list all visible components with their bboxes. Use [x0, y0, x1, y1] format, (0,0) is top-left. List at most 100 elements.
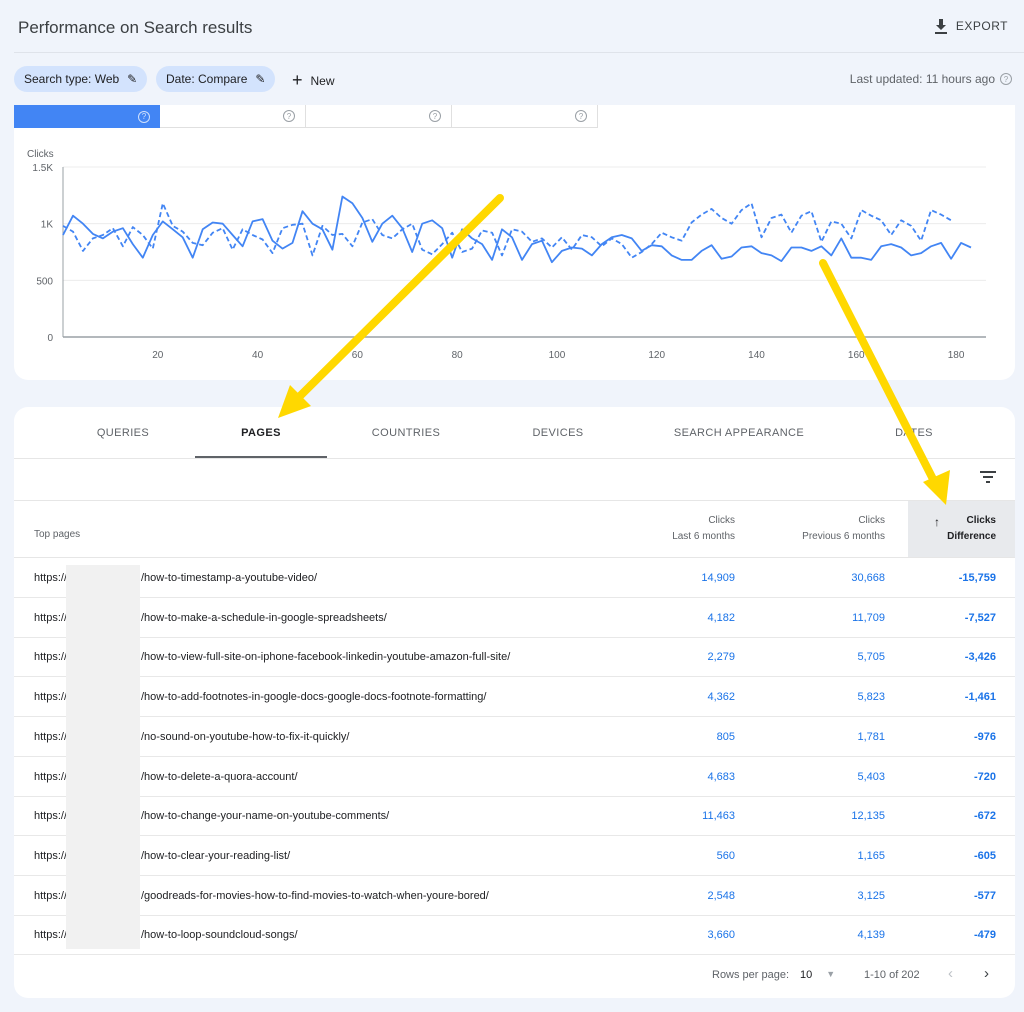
metric-tab-ctr[interactable]: ?	[306, 105, 452, 128]
table-row[interactable]: https:// /how-to-delete-a-quora-account/…	[14, 757, 1015, 797]
clicks-previous: 5,403	[857, 770, 885, 783]
x-tick-label: 80	[452, 350, 464, 361]
clicks-difference: -720	[973, 770, 996, 783]
page-title: Performance on Search results	[18, 18, 253, 37]
new-filter-button[interactable]: + New	[292, 70, 335, 91]
header-line: Last 6 months	[672, 531, 735, 542]
y-tick-label: 0	[47, 333, 53, 344]
x-tick-label: 20	[152, 350, 164, 361]
header-line: Difference	[947, 531, 996, 542]
series-line-dashed	[62, 202, 952, 259]
y-tick-label: 1.5K	[32, 163, 53, 174]
help-icon[interactable]: ?	[575, 110, 587, 122]
header-clicks-previous[interactable]: Clicks Previous 6 months	[764, 513, 885, 545]
clicks-last: 3,660	[707, 929, 735, 942]
clicks-previous: 4,139	[857, 929, 885, 942]
new-label: New	[310, 73, 335, 88]
clicks-difference: -3,426	[964, 651, 996, 664]
search-type-chip[interactable]: Search type: Web ✎	[14, 66, 148, 92]
clicks-difference: -479	[973, 929, 996, 942]
tab-dates[interactable]: DATES	[895, 426, 933, 439]
export-button[interactable]: EXPORT	[934, 18, 1008, 34]
header-top-pages[interactable]: Top pages	[34, 529, 81, 540]
tab-pages[interactable]: PAGES	[241, 426, 281, 439]
page-path[interactable]: /how-to-loop-soundcloud-songs/	[141, 929, 298, 942]
header-line: Clicks	[708, 515, 735, 526]
divider	[14, 557, 1015, 558]
clicks-last: 2,279	[707, 651, 735, 664]
rows-per-page-select[interactable]: 10 ▼	[800, 969, 835, 981]
page-path[interactable]: /no-sound-on-youtube-how-to-fix-it-quick…	[141, 730, 350, 743]
page-path[interactable]: /how-to-make-a-schedule-in-google-spread…	[141, 611, 387, 624]
next-page-icon[interactable]: ›	[984, 965, 989, 982]
clicks-previous: 5,705	[857, 651, 885, 664]
page-path[interactable]: /goodreads-for-movies-how-to-find-movies…	[141, 889, 489, 902]
redacted-domain	[66, 565, 140, 949]
url-prefix: https://	[34, 849, 68, 862]
url-prefix: https://	[34, 611, 68, 624]
page-path[interactable]: /how-to-view-full-site-on-iphone-faceboo…	[141, 651, 511, 664]
metric-tab-clicks[interactable]: ?	[14, 105, 160, 128]
url-prefix: https://	[34, 730, 68, 743]
tab-devices[interactable]: DEVICES	[532, 426, 584, 439]
clicks-difference: -577	[973, 889, 996, 902]
metric-tab-impressions[interactable]: ?	[160, 105, 306, 128]
url-prefix: https://	[34, 572, 68, 584]
chart-card: ? ? ? ? Clicks 0 500 1K 1.5K 20 40 60 80 100 120 14…	[14, 105, 1015, 380]
help-icon[interactable]: ?	[283, 110, 295, 122]
clicks-previous: 12,135	[851, 810, 885, 823]
clicks-previous: 1,781	[857, 730, 885, 743]
table-row[interactable]: https:// /how-to-make-a-schedule-in-goog…	[14, 598, 1015, 638]
divider	[14, 52, 1024, 53]
header-clicks-difference[interactable]: Clicks Difference	[914, 513, 996, 545]
table-row[interactable]: https:// /how-to-loop-soundcloud-songs/ …	[14, 915, 1015, 956]
table-row[interactable]: https:// /how-to-view-full-site-on-iphon…	[14, 637, 1015, 678]
clicks-difference: -15,759	[958, 572, 996, 584]
help-icon[interactable]: ?	[138, 110, 150, 123]
chip-label: Date: Compare	[166, 72, 248, 86]
x-tick-label: 160	[848, 350, 865, 361]
x-tick-label: 120	[648, 350, 665, 361]
download-icon	[934, 19, 947, 34]
table-row[interactable]: https:// /no-sound-on-youtube-how-to-fix…	[14, 717, 1015, 757]
y-tick-label: 500	[36, 276, 53, 287]
url-prefix: https://	[34, 810, 68, 823]
clicks-last: 560	[716, 849, 735, 862]
page-path[interactable]: /how-to-change-your-name-on-youtube-comm…	[141, 810, 390, 823]
page-path[interactable]: /how-to-timestamp-a-youtube-video/	[141, 572, 318, 584]
clicks-chart: Clicks 0 500 1K 1.5K 20 40 60 80 100 120 140 160 180	[27, 149, 986, 361]
table-row[interactable]: https:// /goodreads-for-movies-how-to-fi…	[14, 876, 1015, 916]
tab-search-appearance[interactable]: SEARCH APPEARANCE	[673, 426, 805, 439]
clicks-previous: 11,709	[852, 611, 885, 624]
url-prefix: https://	[34, 651, 68, 664]
rows-value: 10	[800, 969, 813, 981]
header-line: Clicks	[858, 515, 885, 526]
date-chip[interactable]: Date: Compare ✎	[156, 66, 276, 92]
table-row[interactable]: https:// /how-to-timestamp-a-youtube-vid…	[14, 558, 1015, 598]
page-path[interactable]: /how-to-clear-your-reading-list/	[141, 849, 291, 862]
page-path[interactable]: /how-to-add-footnotes-in-google-docs-goo…	[141, 691, 487, 704]
prev-page-icon[interactable]: ‹	[948, 965, 953, 982]
tab-countries[interactable]: COUNTRIES	[371, 426, 441, 439]
clicks-last: 4,362	[707, 691, 735, 704]
clicks-last: 805	[716, 730, 735, 743]
clicks-last: 2,548	[707, 889, 735, 902]
url-prefix: https://	[34, 770, 68, 783]
dropdown-arrow-icon: ▼	[826, 969, 836, 979]
filter-icon[interactable]	[980, 470, 996, 484]
table-row[interactable]: https:// /how-to-change-your-name-on-you…	[14, 796, 1015, 837]
page-path[interactable]: /how-to-delete-a-quora-account/	[141, 770, 298, 783]
y-axis-label: Clicks	[27, 149, 54, 160]
sort-ascending-icon[interactable]: ↑	[934, 515, 940, 529]
x-tick-label: 100	[549, 350, 566, 361]
metric-tab-position[interactable]: ?	[452, 105, 598, 128]
pagination-range: 1-10 of 202	[864, 969, 920, 981]
active-tab-indicator	[195, 456, 327, 458]
help-icon[interactable]: ?	[1000, 73, 1012, 85]
header-clicks-last[interactable]: Clicks Last 6 months	[614, 513, 735, 545]
table-row[interactable]: https:// /how-to-add-footnotes-in-google…	[14, 677, 1015, 718]
table-row[interactable]: https:// /how-to-clear-your-reading-list…	[14, 836, 1015, 876]
help-icon[interactable]: ?	[429, 110, 441, 122]
tab-queries[interactable]: QUERIES	[96, 426, 150, 439]
clicks-last: 4,683	[707, 770, 735, 783]
